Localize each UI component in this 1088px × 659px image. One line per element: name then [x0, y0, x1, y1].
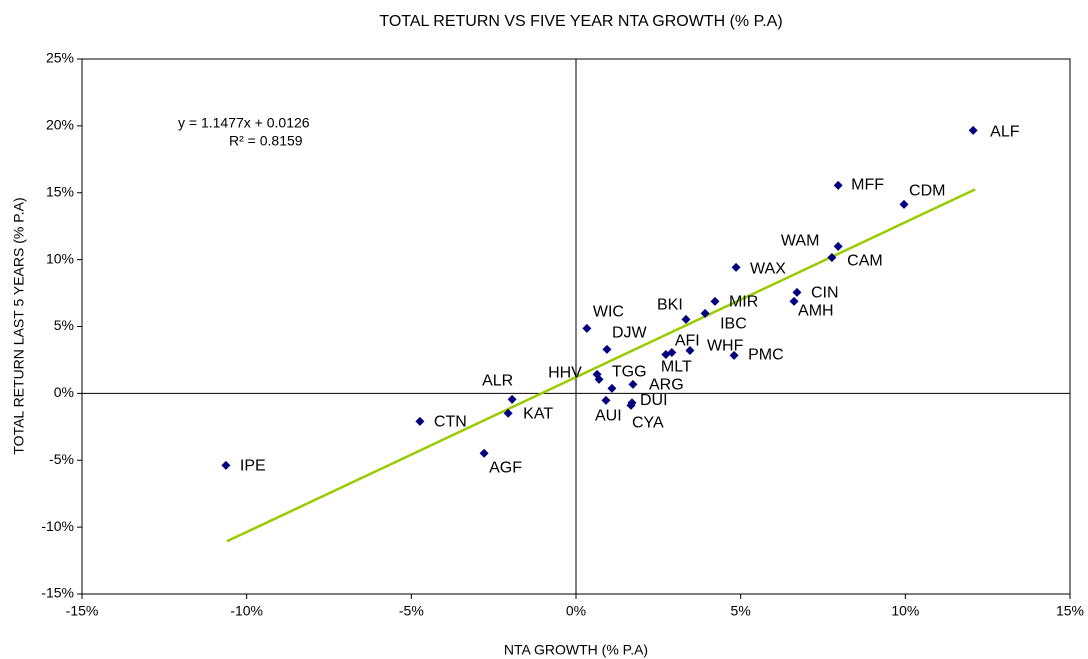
point-label: WAX	[750, 261, 786, 278]
y-tick-label: 25%	[46, 50, 74, 66]
point	[833, 241, 843, 251]
point-label: AMH	[798, 303, 834, 320]
point-label: MFF	[851, 177, 884, 194]
point	[729, 350, 739, 360]
point-label: WHF	[707, 338, 744, 355]
point	[710, 296, 720, 306]
y-tick-label: -5%	[49, 451, 74, 467]
point-label: BKI	[657, 297, 683, 314]
point	[827, 252, 837, 262]
point-label: IPE	[240, 458, 266, 475]
point	[607, 383, 617, 393]
point-label: CYA	[632, 415, 664, 432]
point	[582, 323, 592, 333]
point-label: TGG	[612, 364, 647, 381]
point-label: MLT	[661, 359, 692, 376]
point-label: DJW	[612, 325, 648, 342]
point-label: IBC	[720, 316, 747, 333]
point	[602, 344, 612, 354]
chart-title: TOTAL RETURN VS FIVE YEAR NTA GROWTH (% …	[379, 13, 782, 30]
x-axis-label: NTA GROWTH (% P.A)	[504, 642, 648, 658]
point-label: CTN	[434, 414, 467, 431]
point	[899, 199, 909, 209]
point-label: KAT	[523, 406, 553, 423]
x-tick-label: 5%	[731, 603, 751, 619]
x-tick-label: 10%	[891, 603, 919, 619]
point	[507, 394, 517, 404]
point	[601, 395, 611, 405]
point	[503, 408, 513, 418]
point	[968, 125, 978, 135]
point-label: ARG	[649, 377, 684, 394]
point	[415, 416, 425, 426]
point-label: PMC	[748, 347, 784, 364]
y-tick-label: 15%	[46, 183, 74, 199]
point	[479, 448, 489, 458]
y-tick-label: 5%	[54, 317, 74, 333]
equation: y = 1.1477x + 0.0126	[178, 115, 310, 131]
point	[833, 180, 843, 190]
point-label: HHV	[548, 365, 582, 382]
point-label: CIN	[811, 285, 839, 302]
trendline	[226, 188, 976, 543]
point-label: ALR	[482, 373, 513, 390]
point-label: AUI	[595, 408, 622, 425]
r-squared: R² = 0.8159	[229, 133, 303, 149]
point-label: CAM	[847, 253, 883, 270]
y-tick-label: 0%	[54, 384, 74, 400]
point	[792, 287, 802, 297]
point	[681, 314, 691, 324]
point-label: AGF	[489, 460, 522, 477]
point	[221, 460, 231, 470]
point-label: AFI	[675, 333, 700, 350]
x-tick-label: -5%	[399, 603, 424, 619]
y-axis-label: TOTAL RETURN LAST 5 YEARS (% P.A)	[11, 197, 27, 454]
point	[685, 345, 695, 355]
y-tick-label: -15%	[41, 585, 74, 601]
y-tick-label: 10%	[46, 250, 74, 266]
point	[700, 308, 710, 318]
point	[626, 400, 636, 410]
point-label: DUI	[640, 392, 668, 409]
point	[661, 349, 671, 359]
point	[731, 262, 741, 272]
x-tick-label: -10%	[230, 603, 263, 619]
point-label: WAM	[781, 233, 820, 250]
x-tick-label: 0%	[566, 603, 586, 619]
point	[594, 374, 604, 384]
point	[628, 379, 638, 389]
y-tick-label: -10%	[41, 518, 74, 534]
x-tick-label: 15%	[1056, 603, 1084, 619]
point-label: ALF	[990, 124, 1020, 141]
y-tick-label: 20%	[46, 117, 74, 133]
point	[789, 296, 799, 306]
point-label: CDM	[909, 183, 945, 200]
point-label: WIC	[593, 304, 624, 321]
point-label: MIR	[729, 294, 758, 311]
x-tick-label: -15%	[66, 603, 99, 619]
